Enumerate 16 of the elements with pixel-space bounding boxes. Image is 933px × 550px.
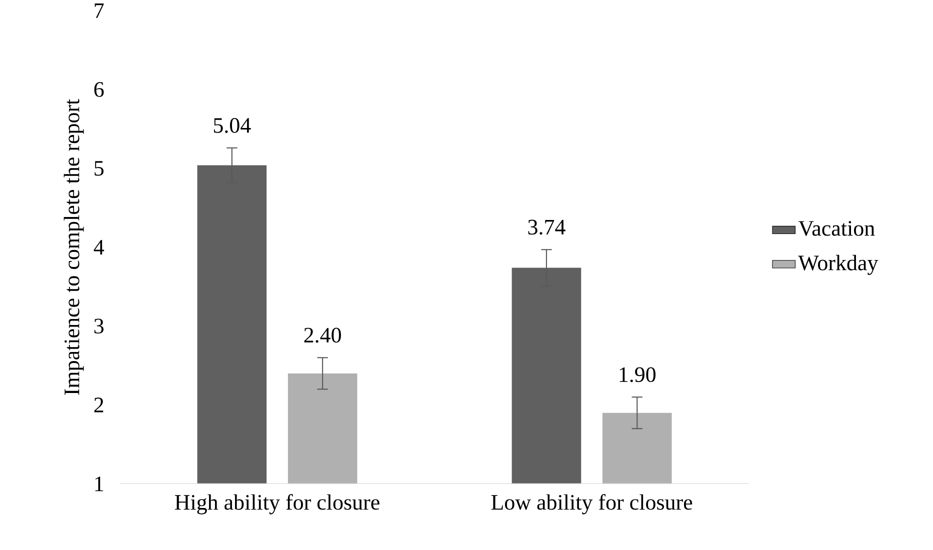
y-tick-label: 1 [95, 476, 104, 491]
y-axis-title: Impatience to complete the report [64, 98, 84, 395]
data-label: 2.40 [304, 328, 341, 342]
y-tick-label: 7 [94, 3, 104, 18]
y-tick-label: 6 [94, 82, 104, 97]
legend-label: Workday [798, 254, 878, 275]
y-tick-label: 4 [94, 240, 104, 254]
data-label: 5.04 [214, 118, 251, 133]
y-tick-label: 3 [94, 318, 104, 334]
legend-label: Vacation [798, 220, 875, 236]
y-tick-label: 2 [94, 397, 104, 412]
x-tick-label: Low ability for closure [491, 494, 692, 514]
data-label: 1.90 [620, 366, 656, 382]
data-label: 3.74 [528, 220, 566, 234]
x-tick-label: High ability for closure [174, 494, 380, 514]
y-tick-label: 5 [94, 160, 104, 176]
